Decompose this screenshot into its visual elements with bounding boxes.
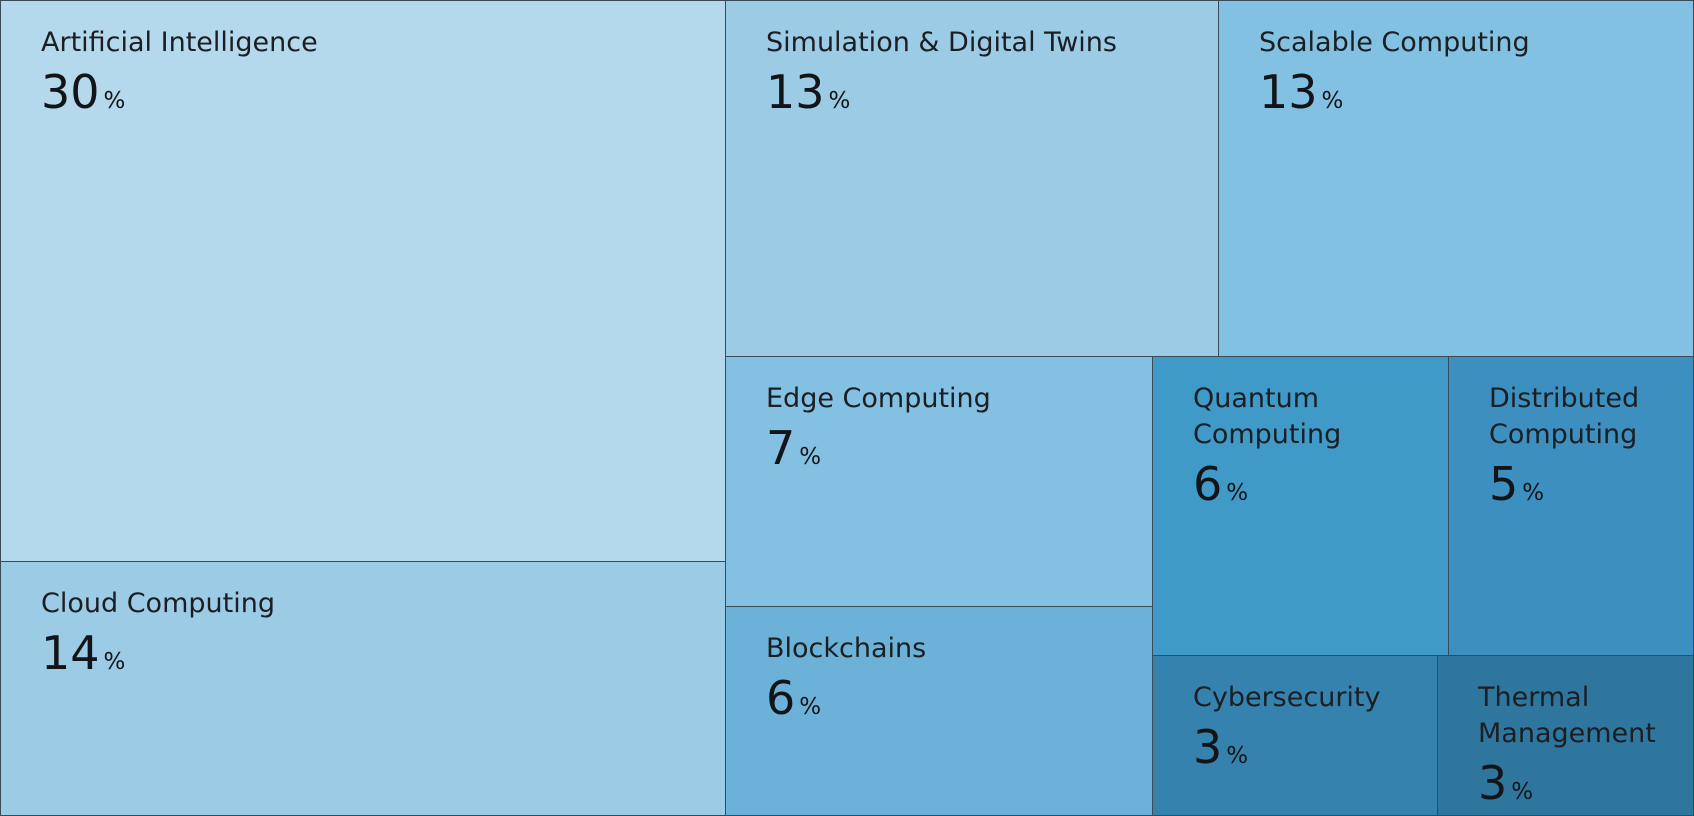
tile-cloud-computing: Cloud Computing 14% (0, 561, 726, 816)
tile-label: Blockchains (766, 633, 927, 664)
tile-value-number: 13 (766, 65, 825, 119)
tile-value: 30% (41, 69, 125, 124)
tile-quantum-computing: Quantum Computing 6% (1152, 356, 1449, 656)
tile-label: Thermal Management (1478, 682, 1656, 749)
tile-value-unit: % (799, 694, 822, 720)
tile-value-unit: % (103, 88, 126, 114)
tile-value-unit: % (799, 444, 822, 470)
tile-value-unit: % (103, 649, 126, 675)
tile-value: 6% (766, 675, 821, 730)
tile-value: 14% (41, 630, 125, 685)
tile-value-number: 6 (766, 671, 796, 725)
tile-value-number: 6 (1193, 457, 1223, 511)
tile-scalable-computing: Scalable Computing 13% (1218, 0, 1694, 357)
tile-cybersecurity: Cybersecurity 3% (1152, 655, 1438, 816)
tile-label: Edge Computing (766, 383, 991, 414)
tile-thermal-management: Thermal Management 3% (1437, 655, 1694, 816)
tile-value-unit: % (1511, 779, 1534, 805)
tile-value: 13% (766, 69, 850, 124)
tile-label: Cloud Computing (41, 588, 275, 619)
tile-value-number: 3 (1193, 720, 1223, 774)
tile-value-number: 14 (41, 626, 100, 680)
tile-value-number: 3 (1478, 756, 1508, 810)
tile-value: 3% (1193, 724, 1248, 779)
tile-value-number: 5 (1489, 457, 1519, 511)
tile-value-unit: % (1226, 743, 1249, 769)
tile-value: 6% (1193, 461, 1248, 516)
tile-value-number: 30 (41, 65, 100, 119)
tile-label: Scalable Computing (1259, 27, 1530, 58)
tile-label: Cybersecurity (1193, 682, 1381, 713)
tile-distributed-computing: Distributed Computing 5% (1448, 356, 1694, 656)
tile-value: 5% (1489, 461, 1544, 516)
tile-value: 13% (1259, 69, 1343, 124)
tile-label: Distributed Computing (1489, 383, 1640, 450)
tile-value: 7% (766, 425, 821, 480)
tile-label: Simulation & Digital Twins (766, 27, 1117, 58)
tile-edge-computing: Edge Computing 7% (725, 356, 1153, 607)
tile-blockchains: Blockchains 6% (725, 606, 1153, 816)
tile-value-unit: % (1226, 480, 1249, 506)
tile-artificial-intelligence: Artificial Intelligence 30% (0, 0, 726, 562)
tile-value-unit: % (1321, 88, 1344, 114)
tile-label: Quantum Computing (1193, 383, 1342, 450)
tile-value-number: 7 (766, 421, 796, 475)
tile-value-unit: % (828, 88, 851, 114)
tile-simulation-digital-twins: Simulation & Digital Twins 13% (725, 0, 1219, 357)
tile-value: 3% (1478, 760, 1533, 815)
tile-label: Artificial Intelligence (41, 27, 318, 58)
tile-value-unit: % (1522, 480, 1545, 506)
tile-value-number: 13 (1259, 65, 1318, 119)
